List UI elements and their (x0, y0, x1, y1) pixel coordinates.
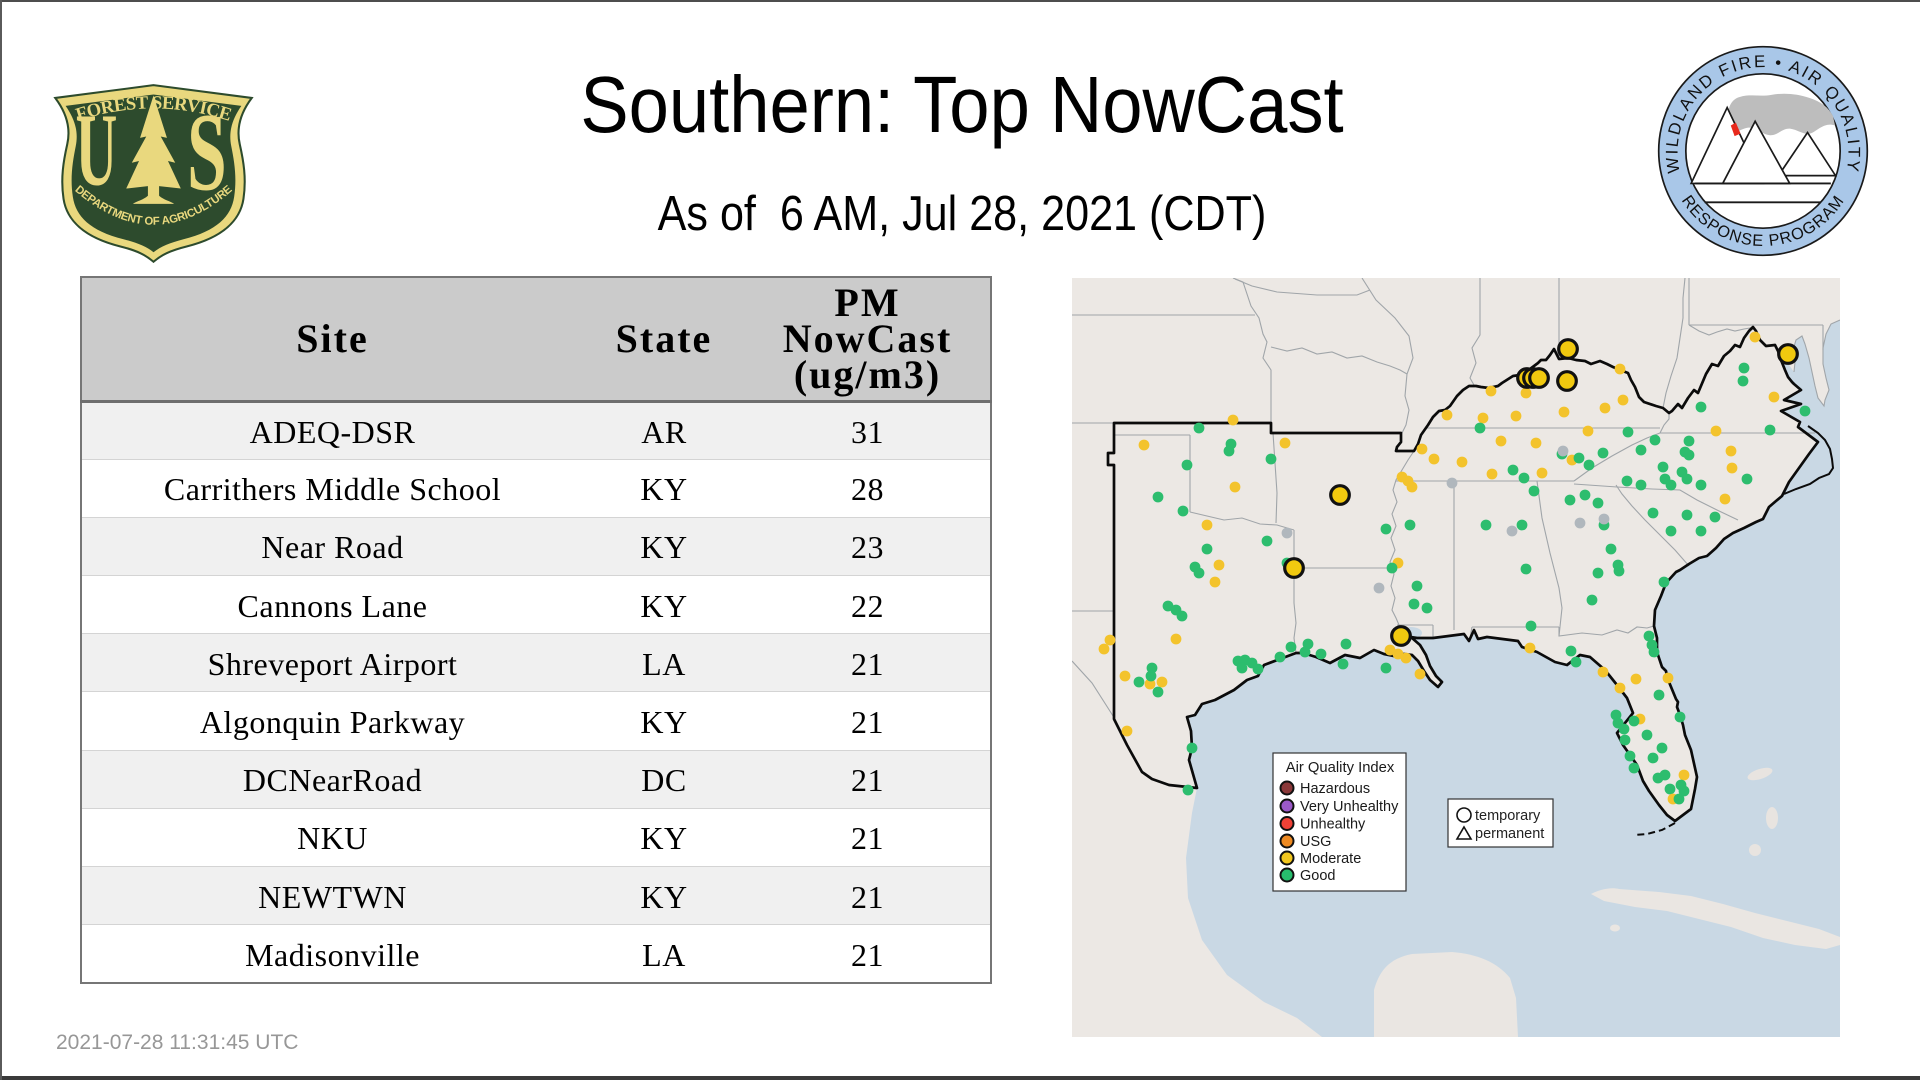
svg-text:Air Quality Index: Air Quality Index (1286, 760, 1395, 776)
svg-text:Moderate: Moderate (1300, 851, 1361, 867)
svg-text:Hazardous: Hazardous (1300, 781, 1370, 797)
svg-text:Good: Good (1300, 868, 1335, 884)
svg-text:temporary: temporary (1475, 808, 1541, 824)
svg-text:permanent: permanent (1475, 826, 1544, 842)
svg-text:USG: USG (1300, 834, 1331, 850)
svg-text:Unhealthy: Unhealthy (1300, 817, 1366, 833)
svg-text:S: S (187, 91, 227, 215)
svg-text:U: U (76, 93, 118, 208)
svg-text:Very Unhealthy: Very Unhealthy (1300, 799, 1399, 815)
